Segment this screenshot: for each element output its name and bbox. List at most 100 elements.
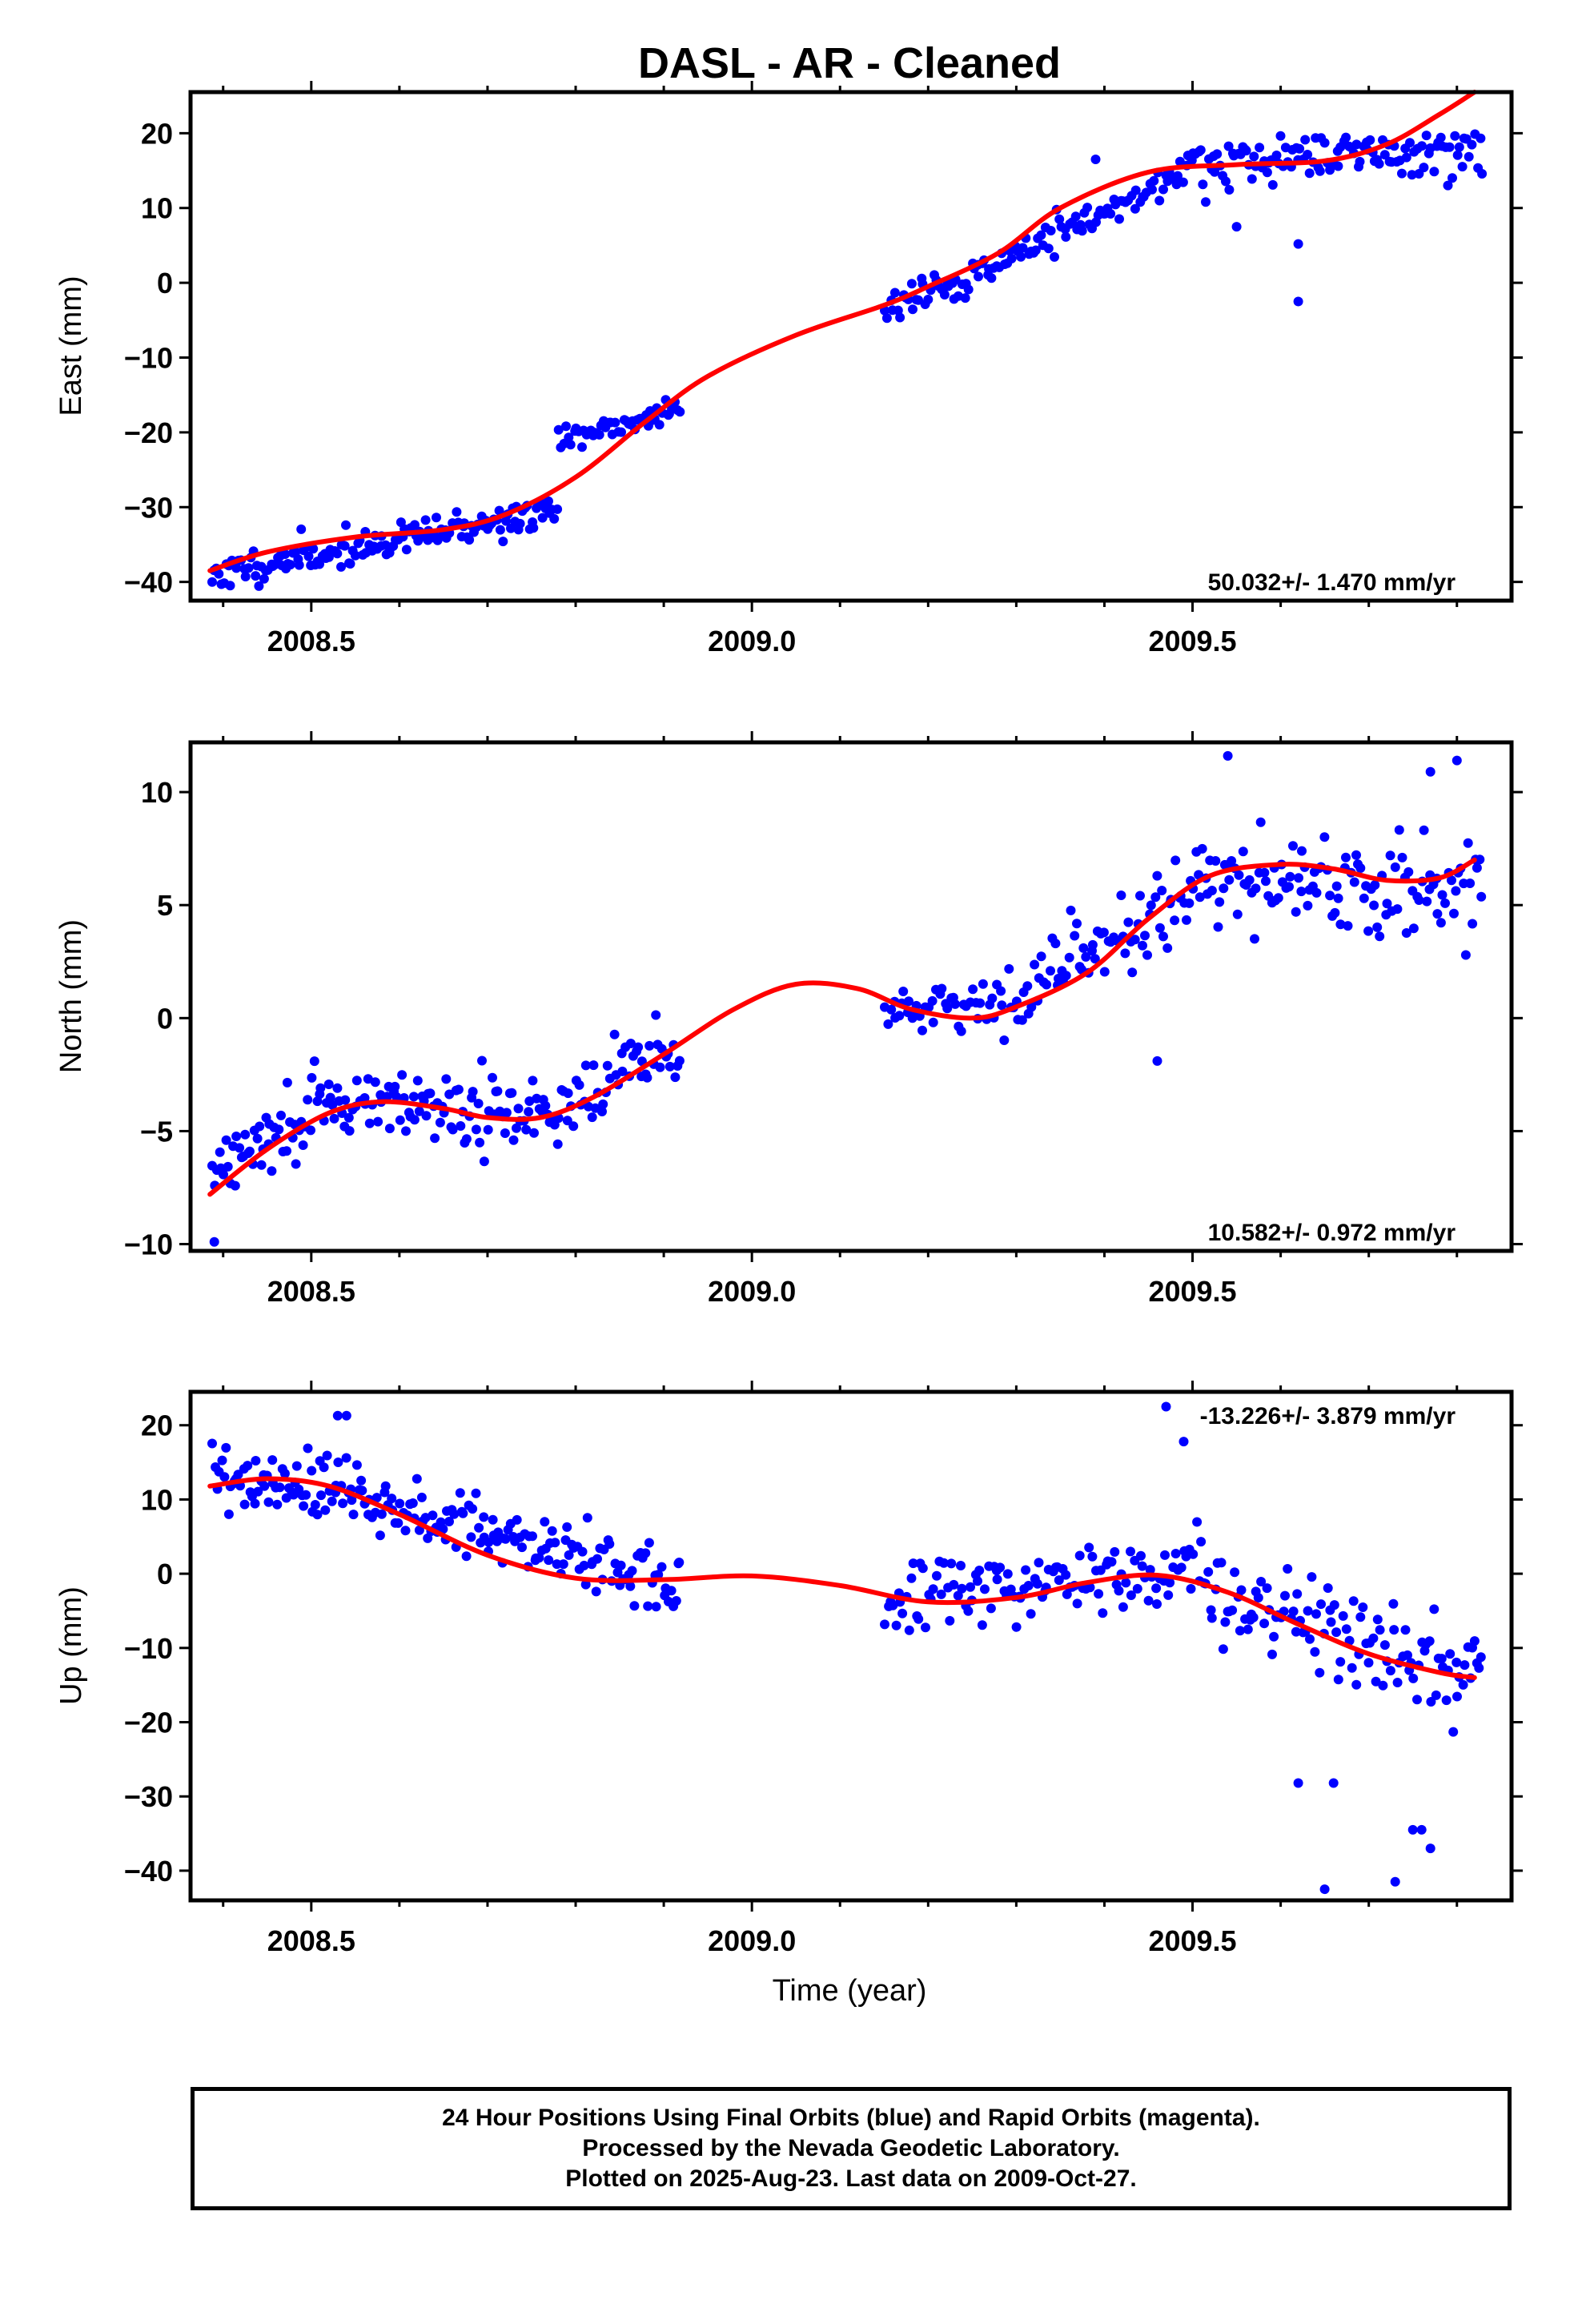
- up-data-point: [272, 1499, 283, 1510]
- north-data-point: [1422, 896, 1432, 907]
- up-data-point: [1165, 1578, 1175, 1588]
- north-data-point: [1234, 870, 1244, 880]
- east-y-tick-label: −10: [124, 342, 173, 375]
- north-data-point: [1227, 856, 1237, 866]
- north-data-point: [1382, 899, 1392, 909]
- east-ticks: 2008.5 2009.0 2009.5 −40 −30 −20 −10 0 10 20: [124, 81, 1523, 657]
- east-data-point: [498, 537, 508, 547]
- east-data-point: [1036, 230, 1046, 240]
- up-data-point: [1326, 1617, 1336, 1627]
- up-data-point: [455, 1488, 465, 1498]
- up-data-point: [1407, 1824, 1418, 1835]
- north-data-point: [291, 1159, 301, 1169]
- east-data-point: [410, 520, 420, 530]
- up-data-point: [640, 1548, 651, 1558]
- up-data-point: [512, 1514, 522, 1525]
- north-data-point: [524, 1096, 535, 1106]
- east-data-point: [308, 544, 319, 554]
- north-data-point: [298, 1140, 308, 1150]
- up-data-point: [1341, 1624, 1351, 1634]
- east-data-point: [1397, 168, 1407, 179]
- north-data-point: [1451, 886, 1461, 896]
- up-data-point: [332, 1410, 343, 1421]
- east-data-point: [207, 577, 217, 587]
- east-data-point: [1106, 209, 1116, 219]
- north-data-point: [231, 1132, 242, 1141]
- east-data-point: [1114, 214, 1124, 224]
- north-data-point: [508, 1135, 519, 1145]
- north-data-point: [1408, 923, 1419, 934]
- east-data-point: [1443, 180, 1453, 191]
- north-data-point: [276, 1110, 286, 1120]
- up-data-point: [1032, 1578, 1042, 1589]
- north-data-point: [1369, 900, 1379, 911]
- north-data-point: [1211, 856, 1221, 866]
- east-data-point: [1231, 222, 1242, 232]
- north-data-point: [1238, 846, 1248, 857]
- east-data-point: [1018, 243, 1028, 253]
- east-data-point: [1452, 150, 1463, 160]
- north-data-point: [500, 1128, 510, 1138]
- x-axis-label: Time (year): [773, 1974, 927, 2008]
- up-data-point: [357, 1486, 367, 1496]
- north-data-point: [1392, 904, 1403, 915]
- up-data-point: [408, 1498, 418, 1508]
- east-data-point: [1070, 211, 1081, 222]
- north-data-point: [917, 1025, 927, 1035]
- up-data-point: [917, 1563, 928, 1574]
- up-data-point: [946, 1558, 957, 1569]
- north-data-point: [1435, 918, 1446, 928]
- up-data-point: [1121, 1578, 1131, 1588]
- east-data-point: [214, 569, 224, 579]
- up-data-point: [992, 1574, 1002, 1585]
- north-data-point: [1195, 892, 1205, 903]
- north-data-point: [1090, 954, 1100, 964]
- north-data-point: [267, 1166, 277, 1176]
- north-data-point: [1030, 959, 1040, 970]
- up-data-point: [1379, 1640, 1390, 1651]
- east-data-point: [1365, 135, 1375, 145]
- up-data-point: [1186, 1584, 1196, 1594]
- up-data-point: [544, 1555, 554, 1566]
- east-y-tick-label: −40: [124, 566, 173, 599]
- east-x-tick-label: 2008.5: [267, 625, 355, 657]
- east-data-point: [243, 563, 254, 573]
- north-data-point: [1403, 866, 1414, 877]
- north-data-point: [1343, 921, 1353, 931]
- up-data-point: [1335, 1657, 1346, 1667]
- north-data-point: [384, 1124, 395, 1134]
- north-data-point: [219, 1169, 228, 1180]
- up-y-tick-label: 20: [141, 1409, 173, 1442]
- north-data-point: [307, 1072, 317, 1083]
- east-data-point: [315, 559, 324, 569]
- up-data-point: [1170, 1549, 1181, 1558]
- north-data-point: [256, 1160, 267, 1170]
- east-data-point: [1447, 173, 1457, 183]
- north-data-point: [370, 1077, 380, 1088]
- up-data-point: [1061, 1570, 1071, 1580]
- east-data-point: [960, 293, 970, 304]
- north-data-point: [1355, 863, 1366, 873]
- east-data-point: [432, 513, 441, 523]
- up-data-point: [986, 1603, 996, 1614]
- up-data-point: [880, 1619, 889, 1630]
- north-data-point: [1194, 870, 1204, 880]
- north-data-point: [1460, 950, 1471, 960]
- up-data-point: [1426, 1697, 1436, 1707]
- north-data-point: [343, 1112, 354, 1123]
- up-data-point: [1329, 1600, 1339, 1610]
- east-data-point: [1293, 296, 1303, 307]
- north-data-point: [633, 1042, 644, 1052]
- east-data-point: [537, 513, 548, 523]
- east-data-point: [561, 421, 571, 432]
- east-data-point: [296, 524, 307, 534]
- east-data-point: [1464, 151, 1474, 162]
- up-data-point: [221, 1442, 231, 1453]
- up-data-point: [540, 1517, 550, 1527]
- up-data-point: [1448, 1727, 1459, 1737]
- north-data-point: [397, 1070, 408, 1080]
- north-data-point: [1182, 915, 1191, 925]
- north-data-point: [928, 1017, 938, 1027]
- north-data-point: [927, 995, 938, 1006]
- east-data-point: [906, 279, 917, 289]
